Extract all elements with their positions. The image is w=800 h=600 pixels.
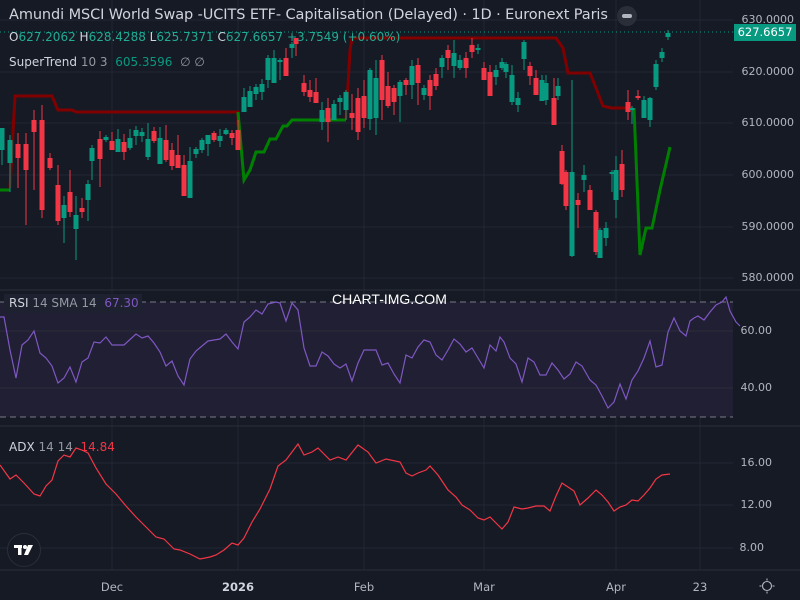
supertrend-down-line [8,94,240,189]
current-price-tag: 627.6657 [734,24,796,41]
price-axis-label: 590.0000 [741,220,795,233]
price-axis-label: 600.0000 [741,168,795,181]
minus-circle-icon[interactable] [617,6,637,26]
grid-horizontal [0,19,733,279]
price-axis-label: 610.0000 [741,116,795,129]
high-label: H [79,30,89,44]
supertrend-down-line-2 [344,36,632,121]
tradingview-logo[interactable] [7,533,41,567]
tradingview-logo-icon [14,545,33,555]
watermark: CHART-IMG.COM [332,291,447,307]
supertrend-empty-2: ∅ [194,55,205,69]
open-label: O [9,30,19,44]
time-axis-label: 2026 [221,580,255,594]
rsi-axis-label: 40.00 [740,381,773,394]
adx-axis-label: 16.00 [740,456,773,469]
gear-icon[interactable] [759,578,775,594]
time-axis-label: 23 [692,580,708,594]
change-value: +3.7549 (+0.60%) [286,30,401,44]
ohlc-legend: O627.2062 H628.4288 L625.7371 C627.6657 … [9,30,400,44]
adx-legend[interactable]: ADX 14 14 14.84 [9,440,115,454]
supertrend-empty-1: ∅ [180,55,191,69]
supertrend-params: 10 3 [80,55,108,69]
rsi-line [0,295,741,410]
price-axis-label: 620.0000 [741,65,795,78]
low-value: 625.7371 [156,30,214,44]
adx-params: 14 14 [38,440,73,454]
high-value: 628.4288 [88,30,146,44]
rsi-legend[interactable]: RSI 14 SMA 14 67.30 [9,296,139,310]
adx-axis-label: 12.00 [740,498,773,511]
supertrend-name: SuperTrend [9,55,77,69]
candlesticks [0,30,671,260]
adx-axis-label: 8.00 [739,541,765,554]
time-axis-label: Apr [606,580,626,594]
chart-title: Amundi MSCI World Swap -UCITS ETF- Capit… [9,7,608,23]
rsi-legend-bg [4,294,142,313]
rsi-value: 67.30 [104,296,139,310]
time-axis-label: Dec [100,580,124,594]
close-value: 627.6657 [225,30,284,44]
rsi-band [0,302,733,417]
time-axis-label: Feb [353,580,375,594]
adx-name: ADX [9,440,35,454]
rsi-name: RSI [9,296,29,310]
low-label: L [149,30,157,44]
adx-line [0,442,671,560]
price-axis-label: 580.0000 [741,271,795,284]
supertrend-legend[interactable]: SuperTrend 10 3 605.3596 ∅ ∅ [9,55,205,69]
adx-value: 14.84 [80,440,115,454]
price-axis-label: 630.0000 [741,13,795,26]
rsi-axis-label: 60.00 [740,324,773,337]
time-axis-label: Mar [473,580,495,594]
close-label: C [217,30,226,44]
supertrend-value: 605.3596 [115,55,173,69]
open-value: 627.2062 [18,30,76,44]
rsi-params: 14 SMA 14 [32,296,97,310]
supertrend-up-line-2 [236,111,346,185]
supertrend-up-line-3 [632,107,672,256]
